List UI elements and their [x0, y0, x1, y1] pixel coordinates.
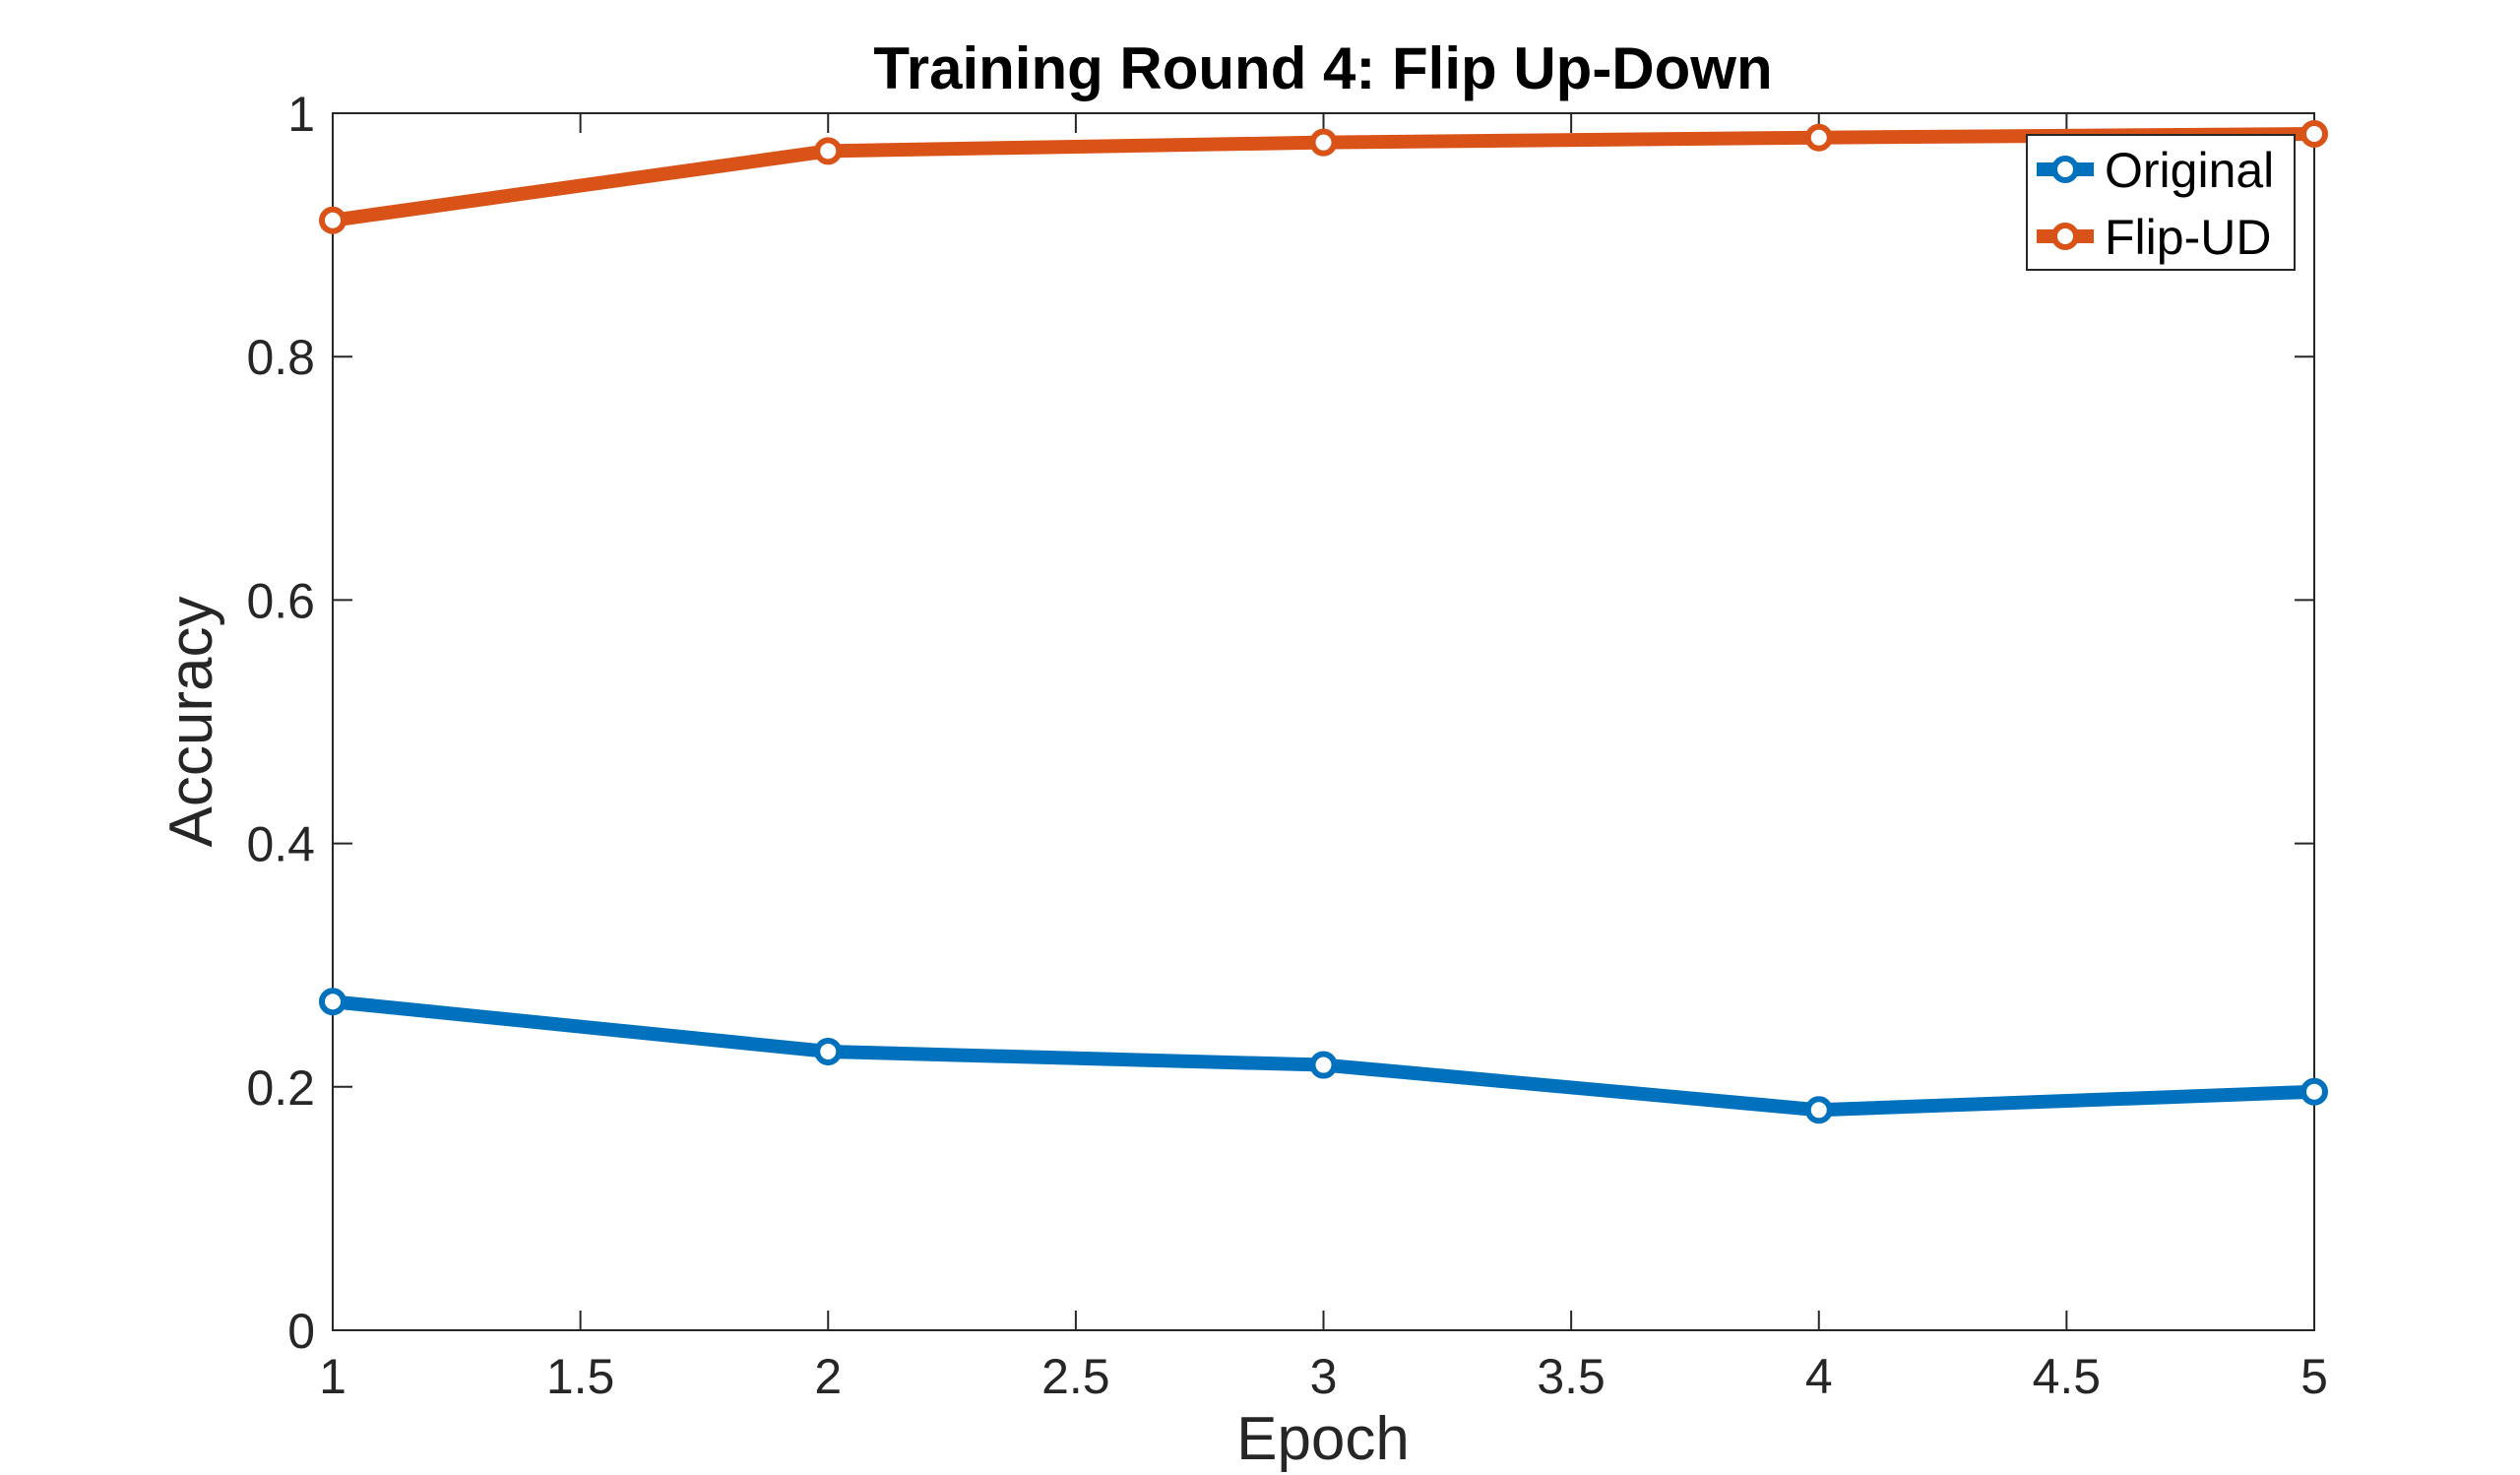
- legend-label: Flip-UD: [2105, 210, 2271, 265]
- y-axis-label: Accuracy: [158, 597, 225, 848]
- y-tick-label: 0.6: [246, 573, 315, 628]
- legend-swatch-marker: [2051, 223, 2079, 250]
- x-axis-ticks: 1 1.5 2 2.5 3 3.5 4 4.5 5: [319, 113, 2328, 1404]
- legend: Original Flip-UD: [2026, 134, 2296, 271]
- data-point: [1804, 123, 1833, 152]
- x-tick-label: 4.5: [2033, 1349, 2102, 1404]
- x-tick-label: 3.5: [1537, 1349, 1606, 1404]
- legend-label: Original: [2105, 143, 2274, 198]
- data-point: [814, 137, 843, 165]
- data-point: [1309, 128, 1338, 157]
- x-tick-label: 4: [1805, 1349, 1833, 1404]
- x-tick-label: 1: [319, 1349, 346, 1404]
- y-tick-label: 0: [287, 1304, 315, 1359]
- y-tick-label: 0.8: [246, 330, 315, 385]
- legend-swatch-marker: [2051, 156, 2079, 183]
- y-tick-label: 0.4: [246, 817, 315, 872]
- x-tick-label: 5: [2300, 1349, 2328, 1404]
- data-point: [319, 988, 346, 1016]
- x-tick-label: 1.5: [546, 1349, 615, 1404]
- plot-area: 1 1.5 2 2.5 3 3.5 4 4.5 5 0 0.2 0.4 0.6 0.8 1: [246, 87, 2328, 1404]
- data-point: [1309, 1051, 1338, 1079]
- legend-items: Original Flip-UD: [2037, 143, 2274, 265]
- data-point: [2300, 120, 2328, 149]
- data-point: [814, 1037, 843, 1065]
- y-tick-label: 1: [287, 87, 315, 142]
- data-point: [2300, 1077, 2328, 1106]
- y-axis-ticks: 0 0.2 0.4 0.6 0.8 1: [246, 87, 2314, 1359]
- x-tick-label: 2.5: [1041, 1349, 1110, 1404]
- data-point: [1804, 1096, 1833, 1124]
- x-axis-label: Epoch: [1236, 1405, 1410, 1473]
- data-point: [319, 206, 346, 234]
- chart-title: Training Round 4: Flip Up-Down: [873, 35, 1772, 101]
- y-tick-label: 0.2: [246, 1060, 315, 1116]
- x-tick-label: 2: [814, 1349, 842, 1404]
- series-layer: [319, 120, 2328, 1124]
- x-tick-label: 3: [1310, 1349, 1338, 1404]
